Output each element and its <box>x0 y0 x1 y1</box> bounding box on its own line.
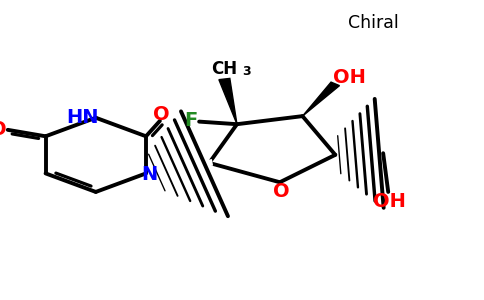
Text: N: N <box>141 166 157 184</box>
Text: F: F <box>184 112 197 130</box>
Polygon shape <box>302 82 339 116</box>
Text: OH: OH <box>333 68 366 87</box>
Text: O: O <box>273 182 289 201</box>
Text: OH: OH <box>373 192 406 211</box>
Polygon shape <box>219 78 237 124</box>
Text: HN: HN <box>66 108 99 127</box>
Text: Chiral: Chiral <box>348 14 398 32</box>
Text: O: O <box>152 105 169 124</box>
Text: 3: 3 <box>242 65 251 78</box>
Text: O: O <box>0 120 7 139</box>
Text: CH: CH <box>212 60 238 78</box>
